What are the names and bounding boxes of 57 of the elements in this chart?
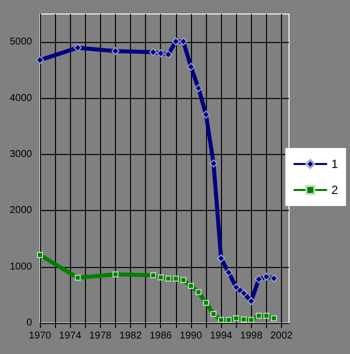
- x-tick-label: 1986: [150, 330, 172, 342]
- point: [194, 84, 202, 92]
- x-tick-label: 1998: [240, 330, 263, 342]
- point: [226, 316, 232, 323]
- point: [233, 315, 240, 322]
- x-tick-label: 1970: [28, 330, 52, 342]
- point: [240, 316, 247, 322]
- point: [203, 300, 209, 306]
- point: [232, 283, 240, 292]
- point: [263, 312, 270, 319]
- y-tick-label: 0: [26, 318, 32, 328]
- point: [240, 289, 248, 298]
- point: [74, 274, 81, 281]
- point: [256, 312, 262, 319]
- x-tick-label: 1974: [59, 330, 82, 342]
- point: [218, 316, 224, 323]
- point: [172, 38, 180, 46]
- legend-label: 1: [331, 157, 338, 171]
- y-tick-label: 5000: [10, 36, 32, 48]
- point: [224, 268, 233, 276]
- point: [149, 48, 158, 56]
- x-tick-label: 1982: [119, 330, 142, 342]
- x-tick-label: 1994: [210, 330, 233, 342]
- point: [74, 44, 82, 52]
- point: [112, 271, 118, 278]
- point: [188, 282, 194, 289]
- point: [156, 49, 165, 58]
- point: [210, 311, 217, 318]
- x-tick-label: 1990: [180, 330, 202, 342]
- point: [270, 315, 277, 322]
- point: [195, 289, 202, 296]
- point: [270, 274, 278, 282]
- y-tick-label: 3000: [10, 148, 32, 160]
- point: [165, 276, 172, 282]
- point: [217, 254, 226, 262]
- point: [248, 316, 254, 323]
- point: [254, 275, 263, 284]
- legend-label: 2: [331, 183, 338, 197]
- point: [180, 277, 186, 284]
- point: [247, 297, 256, 306]
- x-tick-label: 1978: [89, 330, 112, 342]
- point: [186, 62, 195, 71]
- y-tick-label: 1000: [10, 261, 32, 272]
- x-tick-label: 2002: [270, 330, 294, 342]
- point: [111, 47, 120, 56]
- point: [150, 272, 156, 278]
- point: [202, 110, 210, 119]
- point: [179, 38, 188, 46]
- point: [210, 159, 218, 168]
- y-tick-label: 4000: [10, 92, 32, 104]
- point: [36, 56, 44, 64]
- y-tick-label: 2000: [10, 205, 32, 216]
- point: [172, 276, 179, 282]
- point: [164, 50, 172, 58]
- point: [37, 252, 43, 258]
- point: [158, 274, 164, 280]
- point: [262, 272, 270, 281]
